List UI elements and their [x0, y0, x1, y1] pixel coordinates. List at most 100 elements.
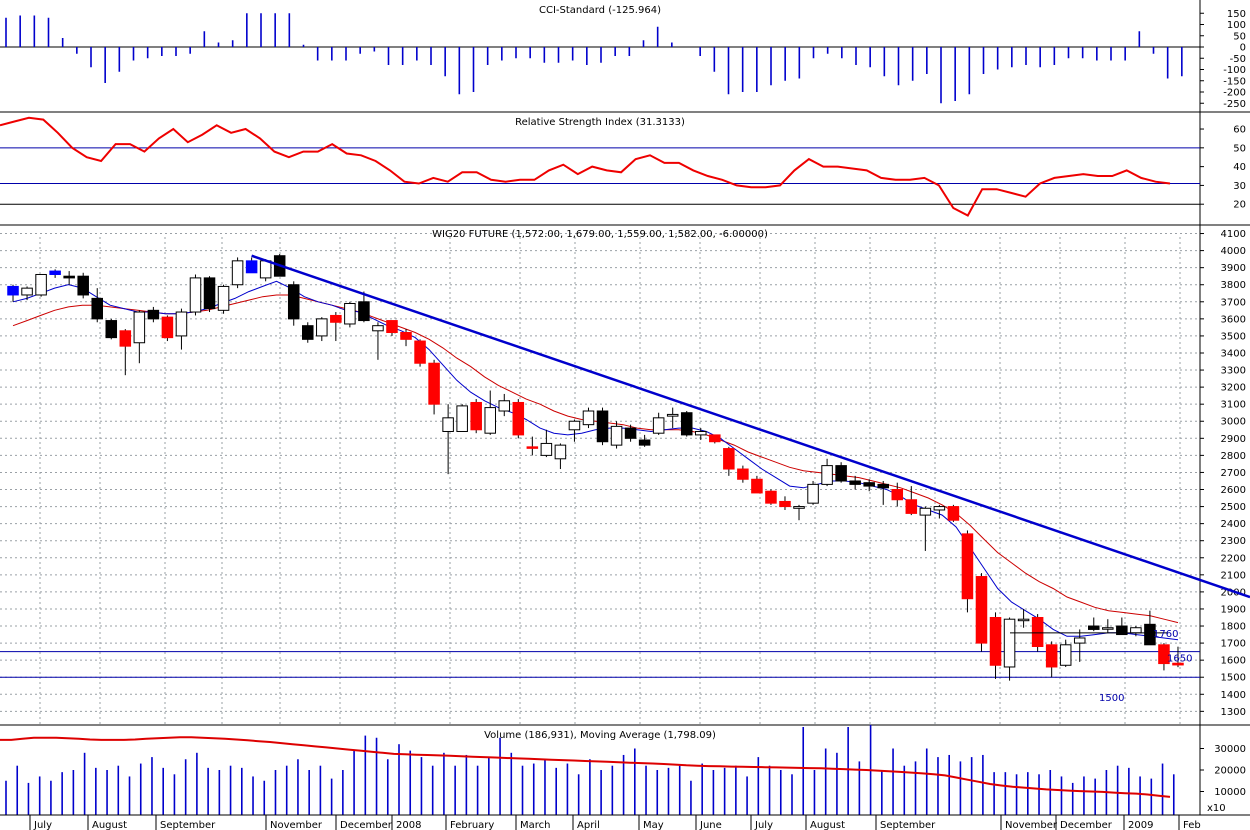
candle-body	[1130, 627, 1142, 634]
candle-body	[484, 407, 496, 434]
candle-body	[498, 400, 511, 412]
candle-body	[554, 444, 567, 460]
month-label: November	[270, 820, 323, 830]
month-label: April	[577, 820, 600, 830]
candle-body	[1158, 644, 1170, 665]
volume-tick-label: 30000	[1214, 744, 1246, 755]
month-label: May	[643, 820, 664, 830]
cci-tick-label: 0	[1240, 43, 1246, 54]
price-tick-label: 3100	[1221, 400, 1246, 411]
candle-body	[456, 405, 468, 432]
month-label: March	[520, 820, 550, 830]
candle-body	[1144, 623, 1156, 646]
candle-body	[638, 439, 651, 446]
month-label: July	[754, 820, 773, 830]
month-label: February	[450, 820, 494, 830]
price-tick-label: 3800	[1221, 280, 1246, 291]
annotation-1500: 1500	[1099, 693, 1124, 704]
volume-tick-label: 10000	[1214, 787, 1246, 798]
price-tick-label: 2200	[1221, 553, 1246, 564]
price-tick-label: 4100	[1221, 229, 1246, 240]
price-tick-label: 2700	[1221, 468, 1246, 479]
candle-body	[540, 442, 553, 456]
rsi-tick-label: 30	[1233, 181, 1246, 192]
price-tick-label: 3300	[1221, 366, 1246, 377]
candle-body	[1031, 616, 1044, 648]
rsi-tick-label: 60	[1233, 125, 1246, 136]
candle-body	[568, 420, 581, 431]
candle-body	[779, 500, 791, 508]
candle-body	[947, 506, 960, 521]
month-label: November	[1005, 820, 1058, 830]
candle-body	[77, 275, 89, 296]
candle-body	[961, 533, 974, 600]
price-tick-label: 1700	[1221, 639, 1246, 650]
month-label: 2009	[1128, 820, 1153, 830]
downtrend-line	[251, 254, 1250, 599]
candle-body	[175, 311, 188, 337]
candle-body	[316, 318, 328, 337]
candle-body	[147, 309, 160, 320]
candle-body	[877, 483, 889, 489]
price-tick-label: 3600	[1221, 314, 1246, 325]
candle-body	[610, 425, 623, 446]
candle-body	[933, 506, 946, 511]
candle-body	[652, 417, 665, 434]
candle-body	[414, 340, 426, 364]
candle-body	[821, 465, 833, 485]
price-tick-label: 1900	[1221, 604, 1246, 615]
candle-body	[1003, 618, 1016, 668]
candle-body	[1102, 627, 1114, 630]
price-tick-label: 3700	[1221, 297, 1246, 308]
price-tick-label: 2500	[1221, 502, 1246, 513]
candle-body	[287, 284, 300, 320]
cci-tick-label: -50	[1230, 54, 1246, 65]
candle-body	[680, 412, 693, 436]
candle-body	[1045, 644, 1058, 668]
price-tick-label: 2400	[1221, 519, 1246, 530]
rsi-tick-label: 20	[1233, 200, 1246, 211]
candle-body	[863, 482, 875, 487]
volume-scale-note: x10	[1207, 803, 1226, 814]
candle-body	[807, 483, 819, 504]
candle-body	[35, 273, 47, 296]
candle-body	[259, 260, 272, 279]
candle-body	[49, 270, 61, 275]
price-tick-label: 2800	[1221, 451, 1246, 462]
price-tick-label: 1400	[1221, 690, 1246, 701]
price-tick-label: 2900	[1221, 434, 1246, 445]
month-label: June	[699, 820, 722, 830]
volume-title: Volume (186,931), Moving Average (1,798.…	[484, 730, 716, 741]
volume-moving-average	[0, 736, 1171, 798]
candle-body	[695, 430, 707, 436]
cci-tick-label: -100	[1223, 65, 1246, 76]
price-tick-label: 4000	[1221, 246, 1246, 257]
candle-body	[624, 427, 637, 439]
price-tick-label: 2600	[1221, 485, 1246, 496]
cci-tick-label: -150	[1223, 76, 1246, 87]
candle-body	[372, 325, 384, 332]
candle-body	[512, 401, 525, 436]
month-label: September	[880, 820, 936, 830]
candle-body	[919, 507, 932, 516]
month-label: December	[340, 820, 393, 830]
month-label: Feb	[1183, 820, 1201, 830]
candle-body	[217, 285, 230, 311]
month-label: September	[160, 820, 216, 830]
price-tick-label: 1800	[1221, 622, 1246, 633]
price-tick-label: 3500	[1221, 331, 1246, 342]
price-tick-label: 3400	[1221, 348, 1246, 359]
price-tick-label: 2000	[1221, 587, 1246, 598]
candle-body	[400, 332, 412, 340]
month-label: August	[810, 820, 845, 830]
candle-body	[723, 448, 735, 470]
candle-body	[1116, 625, 1128, 636]
candle-body	[737, 468, 749, 480]
candle-body	[1073, 637, 1086, 644]
candle-body	[1059, 644, 1072, 666]
candle-body	[386, 320, 398, 334]
candle-body	[231, 260, 244, 286]
volume-tick-label: 20000	[1214, 766, 1246, 777]
candle-body	[203, 277, 216, 310]
